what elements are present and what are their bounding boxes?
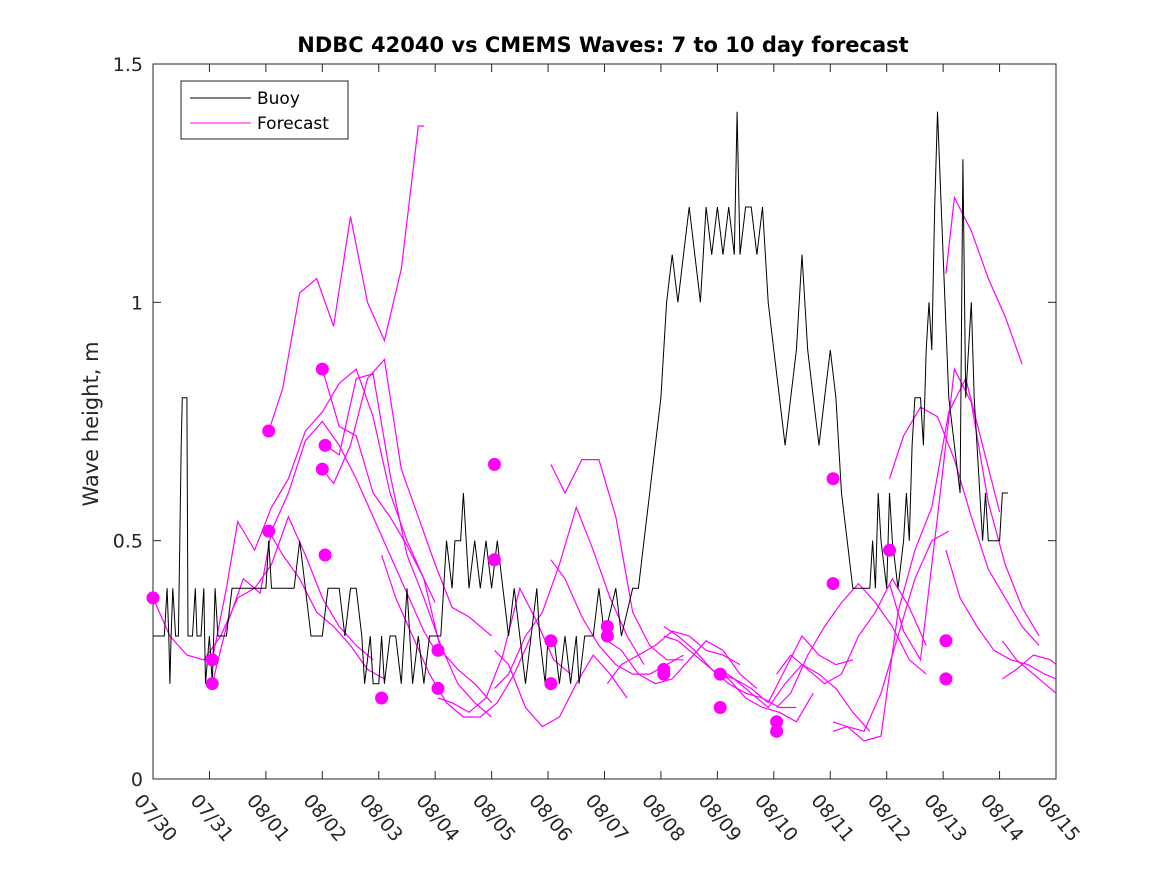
forecast-run-line-5	[321, 358, 492, 637]
forecast-run-line-17	[663, 635, 814, 723]
buoy-series-layer	[153, 111, 1008, 685]
forecast-marker-0	[146, 591, 160, 605]
legend: Buoy Forecast	[180, 80, 349, 140]
chart-title: NDBC 42040 vs CMEMS Waves: 7 to 10 day f…	[297, 33, 908, 57]
buoy-line	[153, 111, 1008, 685]
forecast-run-line-2	[211, 420, 436, 684]
forecast-run-line-14	[606, 640, 758, 689]
forecast-run-line-10	[493, 649, 628, 728]
forecast-run-line-18	[719, 663, 871, 732]
forecast-run-line-7	[324, 373, 492, 718]
forecast-marker-1	[205, 653, 219, 667]
forecast-run-line-20	[776, 577, 927, 685]
forecast-run-line-6	[268, 530, 385, 680]
forecast-marker-27	[939, 634, 953, 648]
forecast-marker-12	[487, 457, 501, 471]
forecast-marker-7	[318, 438, 332, 452]
y-tick-label-3: 1.5	[113, 54, 143, 76]
forecast-marker-11	[431, 681, 445, 695]
forecast-marker-22	[770, 715, 784, 729]
forecast-marker-13	[487, 553, 501, 567]
plot-frame	[152, 63, 1057, 780]
forecast-run-line-24	[888, 406, 1040, 646]
forecast-marker-23	[770, 724, 784, 738]
forecast-marker-25	[826, 577, 840, 591]
forecast-marker-5	[315, 362, 329, 376]
forecast-run-line-3	[268, 125, 424, 432]
forecast-marker-15	[544, 677, 558, 691]
forecast-run-line-15	[606, 630, 741, 685]
forecast-marker-2	[205, 677, 219, 691]
forecast-run-line-9	[437, 586, 571, 714]
forecast-marker-layer	[146, 362, 953, 738]
forecast-run-line-23	[832, 530, 950, 733]
forecast-run-line-16	[663, 626, 797, 709]
forecast-marker-20	[713, 667, 727, 681]
forecast-run-line-26	[945, 195, 1023, 365]
forecast-marker-26	[883, 543, 897, 557]
forecast-run-line-22	[832, 376, 1001, 742]
legend-forecast-label: Forecast	[257, 114, 329, 134]
forecast-run-line-19	[720, 634, 853, 704]
forecast-marker-6	[315, 462, 329, 476]
y-axis: 0 0.5 1 1.5	[113, 54, 1056, 791]
forecast-marker-17	[600, 629, 614, 643]
forecast-run-line-8	[381, 554, 532, 718]
forecast-marker-10	[431, 643, 445, 657]
forecast-marker-19	[657, 667, 671, 681]
y-tick-label-2: 1	[131, 292, 143, 314]
forecast-run-line-27	[945, 550, 1057, 680]
forecast-marker-8	[318, 548, 332, 562]
forecast-run-line-25	[888, 367, 1040, 662]
forecast-run-line-21	[776, 582, 927, 708]
forecast-marker-21	[713, 701, 727, 714]
y-tick-label-0: 0	[131, 769, 143, 791]
forecast-marker-24	[826, 472, 840, 486]
forecast-run-line-1	[211, 368, 436, 660]
y-tick-label-1: 0.5	[113, 531, 143, 553]
forecast-run-line-28	[1001, 640, 1057, 694]
forecast-series-layer	[152, 125, 1057, 742]
forecast-marker-4	[262, 524, 276, 538]
forecast-run-line-11	[493, 505, 645, 689]
forecast-run-line-29	[1002, 654, 1057, 680]
forecast-run-line-12	[550, 459, 684, 661]
forecast-marker-9	[375, 691, 389, 705]
plot-area	[146, 63, 1057, 780]
legend-box	[180, 80, 349, 140]
forecast-marker-14	[544, 634, 558, 648]
forecast-marker-3	[262, 424, 276, 438]
forecast-run-line-4	[321, 368, 493, 704]
y-axis-label: Wave height, m	[79, 341, 103, 506]
legend-buoy-label: Buoy	[257, 89, 300, 109]
forecast-marker-28	[939, 672, 953, 686]
forecast-marker-16	[600, 619, 614, 633]
